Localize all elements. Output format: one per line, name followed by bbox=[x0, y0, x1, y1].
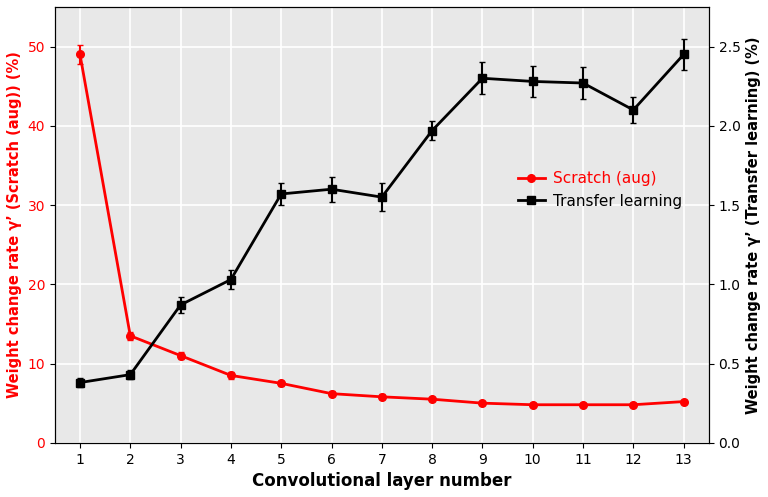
Scratch (aug) bbox=[428, 396, 437, 402]
Transfer learning bbox=[327, 186, 336, 192]
Scratch (aug) bbox=[478, 400, 487, 406]
Transfer learning bbox=[679, 52, 688, 58]
X-axis label: Convolutional layer number: Convolutional layer number bbox=[252, 472, 511, 490]
Transfer learning bbox=[428, 128, 437, 134]
Transfer learning bbox=[276, 191, 286, 197]
Scratch (aug) bbox=[276, 380, 286, 386]
Scratch (aug) bbox=[327, 391, 336, 397]
Scratch (aug) bbox=[377, 394, 386, 400]
Scratch (aug) bbox=[176, 353, 185, 359]
Transfer learning bbox=[528, 79, 538, 84]
Transfer learning bbox=[75, 380, 84, 386]
Scratch (aug) bbox=[578, 402, 588, 408]
Legend: Scratch (aug), Transfer learning: Scratch (aug), Transfer learning bbox=[511, 165, 688, 215]
Line: Transfer learning: Transfer learning bbox=[76, 51, 687, 386]
Transfer learning bbox=[126, 372, 135, 378]
Scratch (aug) bbox=[629, 402, 638, 408]
Line: Scratch (aug): Scratch (aug) bbox=[76, 51, 687, 409]
Y-axis label: Weight change rate γ’ (Transfer learning) (%): Weight change rate γ’ (Transfer learning… bbox=[746, 36, 761, 414]
Transfer learning bbox=[176, 302, 185, 308]
Scratch (aug) bbox=[227, 372, 236, 378]
Scratch (aug) bbox=[75, 52, 84, 58]
Scratch (aug) bbox=[679, 399, 688, 405]
Transfer learning bbox=[578, 80, 588, 86]
Transfer learning bbox=[478, 75, 487, 81]
Transfer learning bbox=[377, 194, 386, 200]
Transfer learning bbox=[227, 276, 236, 282]
Scratch (aug) bbox=[126, 333, 135, 339]
Scratch (aug) bbox=[528, 402, 538, 408]
Transfer learning bbox=[629, 107, 638, 113]
Y-axis label: Weight change rate γ’ (Scratch (aug)) (%): Weight change rate γ’ (Scratch (aug)) (%… bbox=[7, 51, 22, 398]
